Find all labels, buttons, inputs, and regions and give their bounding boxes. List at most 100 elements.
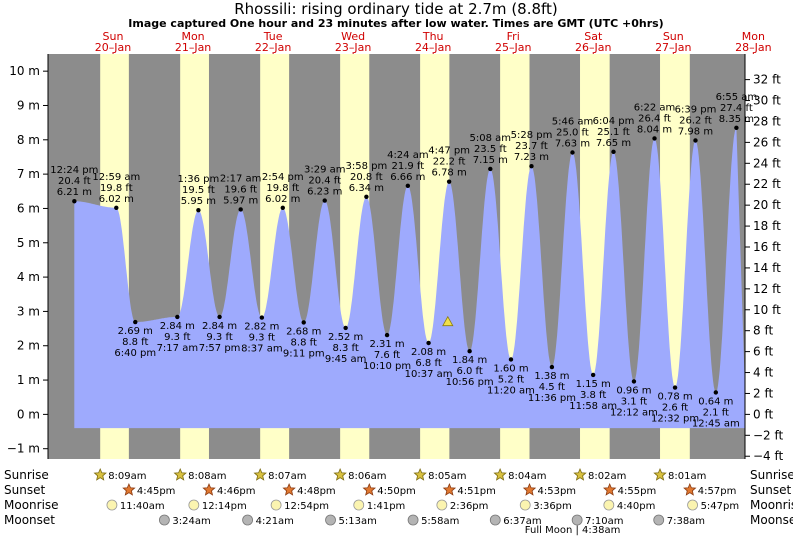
tide-feet: 27.4 ft xyxy=(720,103,753,114)
tide-point xyxy=(280,205,285,210)
right-tick-label: 12 ft xyxy=(753,282,781,296)
tide-feet: 19.6 ft xyxy=(224,184,257,195)
sunset-icon xyxy=(522,482,537,496)
tide-point xyxy=(217,314,222,320)
tide-feet: 6.0 ft xyxy=(456,366,482,377)
tide-time: 3:58 pm xyxy=(346,161,388,172)
sunrise-time: 8:07am xyxy=(268,471,306,482)
tide-time: 11:36 pm xyxy=(528,393,576,404)
tide-point xyxy=(446,179,452,184)
sunset-icon xyxy=(202,482,216,496)
right-tick-label: 14 ft xyxy=(753,261,781,275)
sunrise-row-label-left: Sunrise xyxy=(4,468,49,482)
moonrise-icon xyxy=(436,499,448,511)
tide-point xyxy=(384,332,390,338)
moonrise-icon xyxy=(353,499,365,511)
moonset-icon xyxy=(325,514,336,526)
tide-metres: 6.66 m xyxy=(390,172,425,183)
tide-metres: 1.60 m xyxy=(493,363,528,374)
moonset-time: 7:10am xyxy=(585,516,623,527)
tide-metres: 7.98 m xyxy=(678,126,713,137)
tide-metres: 2.69 m xyxy=(118,326,153,337)
right-tick-label: 18 ft xyxy=(753,219,781,233)
left-tick-label: 6 m xyxy=(17,201,40,215)
tide-feet: 2.6 ft xyxy=(662,403,688,414)
right-tick-label: 0 ft xyxy=(753,407,773,421)
tide-time: 5:08 am xyxy=(470,133,512,144)
right-tick-label: 10 ft xyxy=(753,303,781,317)
tide-feet: 22.2 ft xyxy=(433,157,466,168)
sunrise-icon xyxy=(253,467,267,481)
sunset-icon xyxy=(362,482,377,496)
right-tick-label: 20 ft xyxy=(753,198,781,212)
tide-point xyxy=(405,183,411,188)
tide-point xyxy=(611,149,616,155)
sunset-time: 4:55pm xyxy=(618,486,657,497)
right-tick-label: −2 ft xyxy=(753,428,784,442)
moonrise-time: 1:41pm xyxy=(367,501,406,512)
day-name: Tue xyxy=(263,30,283,43)
right-tick-label: 30 ft xyxy=(753,94,781,108)
tide-point xyxy=(322,198,327,203)
moonset-time: 5:13am xyxy=(339,516,377,527)
tide-time: 6:04 pm xyxy=(593,116,635,127)
tide-metres: 6.21 m xyxy=(57,187,92,198)
sunrise-icon xyxy=(493,467,507,481)
tide-time: 12:32 pm xyxy=(651,414,699,425)
tide-point xyxy=(259,315,265,320)
tide-point xyxy=(133,319,138,325)
day-name: Fri xyxy=(507,30,520,43)
tide-feet: 9.3 ft xyxy=(249,333,275,344)
tide-feet: 19.5 ft xyxy=(182,185,215,196)
sunrise-time: 8:02am xyxy=(588,471,626,482)
sunset-row-label-right: Sunset xyxy=(750,483,791,497)
moonset-icon xyxy=(489,514,501,526)
tide-time: 12:45 am xyxy=(692,418,740,429)
sunrise-icon xyxy=(413,467,427,481)
tide-metres: 0.78 m xyxy=(657,392,692,403)
tide-metres: 1.38 m xyxy=(534,371,569,382)
tide-time: 12:59 am xyxy=(92,172,140,183)
left-tick-label: 1 m xyxy=(17,373,40,387)
tide-metres: 2.68 m xyxy=(286,326,321,337)
tide-feet: 19.8 ft xyxy=(266,183,299,194)
sunrise-icon xyxy=(93,467,107,481)
sunset-row-label-left: Sunset xyxy=(4,483,45,497)
tide-metres: 2.52 m xyxy=(328,332,363,343)
moonrise-icon xyxy=(603,499,615,511)
sunrise-time: 8:05am xyxy=(428,471,466,482)
sunset-time: 4:53pm xyxy=(537,486,576,497)
left-tick-label: 5 m xyxy=(17,236,40,250)
tide-point xyxy=(529,164,534,169)
tide-point xyxy=(196,207,201,213)
tide-point xyxy=(590,372,596,378)
chart-subtitle: Image captured One hour and 23 minutes a… xyxy=(128,17,663,30)
right-tick-label: 6 ft xyxy=(753,345,773,359)
tide-time: 5:28 pm xyxy=(511,130,553,141)
low-tide-label: 2.82 m9.3 ft8:37 am xyxy=(241,322,283,355)
tide-metres: 6.02 m xyxy=(265,194,300,205)
axes: 10 m 9 m 8 m 7 m 6 m 5 m 4 m 3 m 2 m 1 m 0 m −1 m 32… xyxy=(7,54,784,463)
tide-point xyxy=(467,349,472,354)
left-tick-label: 7 m xyxy=(17,167,40,181)
tide-time: 2:54 pm xyxy=(262,172,304,183)
left-tick-label: 4 m xyxy=(17,270,40,284)
tide-feet: 20.8 ft xyxy=(350,172,383,183)
moonset-time: 4:21am xyxy=(256,516,294,527)
tide-point xyxy=(114,205,119,210)
tide-feet: 8.3 ft xyxy=(332,343,358,354)
